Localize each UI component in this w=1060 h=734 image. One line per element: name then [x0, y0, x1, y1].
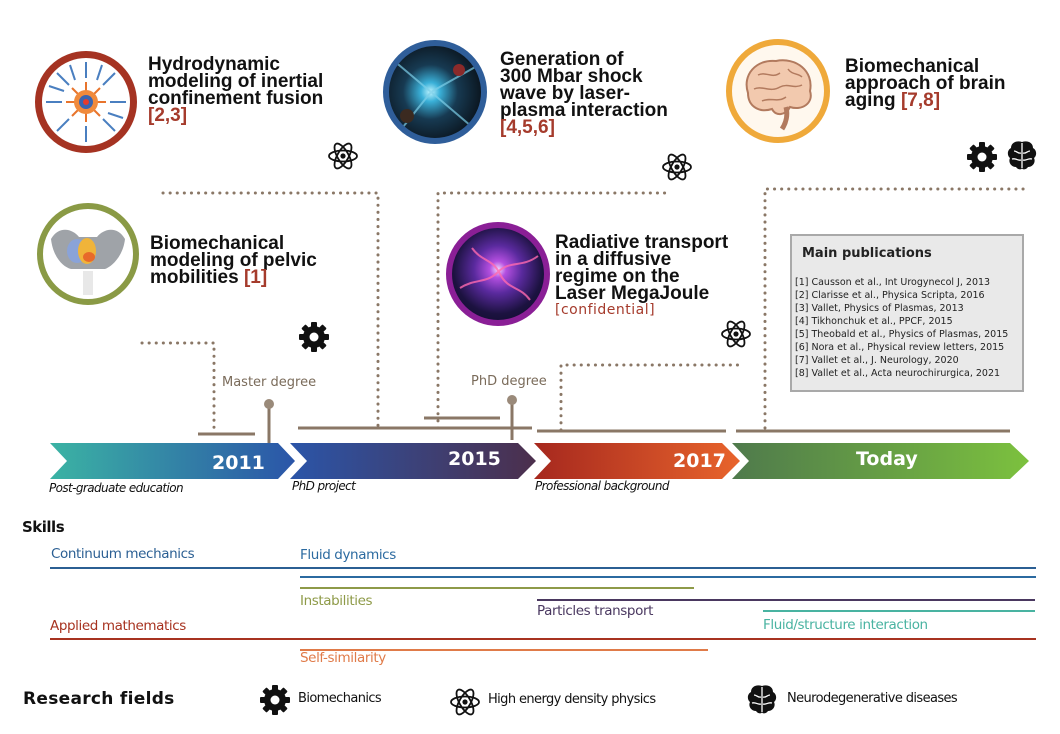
project-icf-title: Hydrodynamic modeling of inertial confin… — [148, 54, 324, 126]
icf-image — [35, 51, 137, 153]
skill-particles-bar — [537, 599, 1035, 601]
project-shock-title: Generation of 300 Mbar shock wave by las… — [500, 49, 668, 138]
project-radiative-title: Radiative transport in a diffusive regim… — [555, 232, 729, 318]
publication-item: [3] Vallet, Physics of Plasmas, 2013 — [795, 303, 964, 314]
legend-hedp-label: High energy density physics — [488, 692, 656, 707]
skill-fsi-bar — [763, 610, 1035, 612]
timeline-arrow-2017 — [534, 443, 740, 479]
atom-icon — [721, 320, 751, 348]
caption-post-graduate: Post-graduate education — [49, 481, 184, 495]
publication-item: [4] Tikhonchuk et al., PPCF, 2015 — [795, 316, 953, 327]
year-label-today: Today — [856, 448, 918, 470]
research-fields-heading: Research fields — [23, 689, 175, 709]
atom-icon — [662, 153, 692, 181]
skill-applied-math-label: Applied mathematics — [50, 618, 186, 634]
skill-fluid-label: Fluid dynamics — [300, 547, 396, 563]
timeline-arrow-today — [732, 443, 1029, 479]
nebula-image — [446, 222, 550, 326]
project-brain-ref: [7,8] — [900, 90, 941, 111]
brain-image — [726, 39, 830, 143]
publication-item: [7] Vallet et al., J. Neurology, 2020 — [795, 355, 959, 366]
timeline-arrow-2011 — [50, 443, 295, 479]
skill-instabilities-bar — [300, 587, 694, 589]
gear-icon — [967, 142, 997, 172]
skill-fluid-bar — [300, 576, 1036, 578]
timeline-arrow-2015 — [290, 443, 536, 479]
legend-biomechanics-label: Biomechanics — [298, 691, 382, 706]
gear-icon — [299, 322, 329, 352]
skill-self-similarity-label: Self-similarity — [300, 650, 386, 666]
gear-icon — [260, 685, 290, 715]
brain-icon — [747, 685, 777, 714]
phd-pin — [507, 395, 517, 405]
project-brain-title: Biomechanical approach of brain aging [7… — [845, 56, 1006, 111]
connector-shock — [436, 191, 667, 430]
publication-item: [5] Theobald et al., Physics of Plasmas,… — [795, 329, 1009, 340]
project-shock-ref: [4,5,6] — [500, 117, 555, 138]
master-pin — [264, 399, 274, 409]
year-label-2017: 2017 — [673, 450, 726, 472]
skill-applied-math-bar — [50, 638, 1036, 640]
connector-pelvic — [140, 341, 216, 433]
connector-icf — [161, 191, 380, 430]
project-icf-ref: [2,3] — [148, 105, 188, 126]
atom-icon — [328, 142, 358, 170]
publication-item: [6] Nora et al., Physical review letters… — [795, 342, 1005, 353]
publication-item: [1] Causson et al., Int Urogynecol J, 20… — [795, 277, 991, 288]
pelvis-image — [37, 203, 139, 305]
year-label-2011: 2011 — [212, 452, 265, 474]
milestone-master: Master degree — [222, 375, 317, 390]
caption-phd-project: PhD project — [292, 479, 356, 493]
skill-instabilities-label: Instabilities — [300, 593, 373, 609]
skill-continuum-bar — [50, 567, 1036, 569]
caption-professional: Professional background — [535, 479, 669, 493]
atom-icon — [450, 688, 480, 716]
skill-self-similarity-bar — [300, 649, 708, 651]
laser-chamber-image — [383, 40, 487, 144]
publications-title: Main publications — [802, 246, 932, 261]
brain-icon — [1007, 141, 1037, 170]
project-pelvic-title: Biomechanical modeling of pelvic mobilit… — [150, 233, 317, 288]
publication-item: [2] Clarisse et al., Physica Scripta, 20… — [795, 290, 985, 301]
skill-particles-label: Particles transport — [537, 603, 653, 619]
publication-item: [8] Vallet et al., Acta neurochirurgica,… — [795, 368, 1001, 379]
year-label-2015: 2015 — [448, 448, 501, 470]
project-radiative-ref: [confidential] — [555, 302, 656, 318]
connector-brain — [763, 187, 1030, 430]
project-pelvic-ref: [1] — [243, 267, 268, 288]
skills-heading: Skills — [22, 518, 65, 536]
legend-neuro-label: Neurodegenerative diseases — [787, 691, 958, 706]
skill-continuum-label: Continuum mechanics — [51, 546, 195, 562]
skill-fsi-label: Fluid/structure interaction — [763, 617, 928, 633]
connector-radiative — [559, 363, 742, 432]
publications-box: Main publications [1] Causson et al., In… — [790, 234, 1024, 392]
milestone-phd: PhD degree — [471, 374, 547, 389]
